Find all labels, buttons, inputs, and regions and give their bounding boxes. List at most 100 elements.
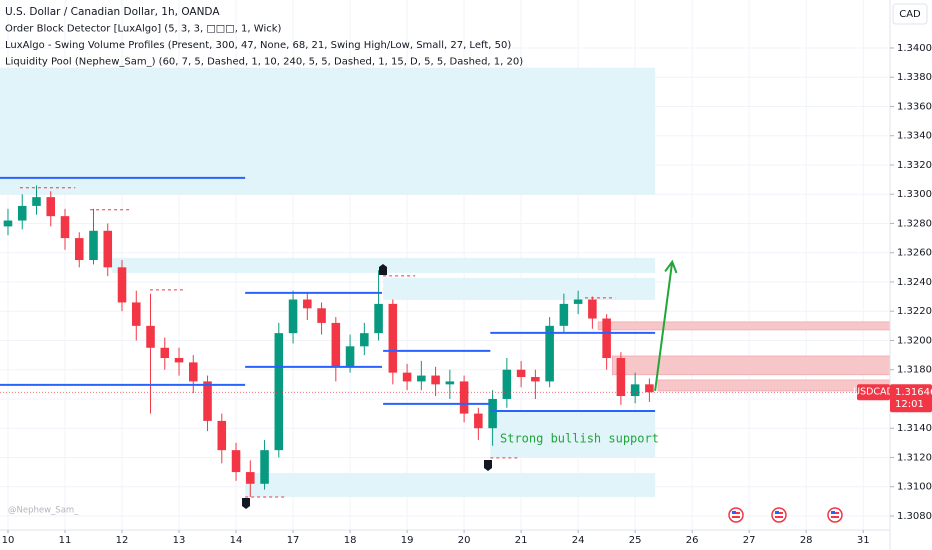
candle-body [146,325,155,348]
flag-canton [831,511,835,514]
candle-body [203,381,212,421]
y-tick-label: 1.33600 [897,101,932,112]
candle-body [160,347,170,359]
zone [383,277,656,300]
y-tick-label: 1.32200 [897,306,932,317]
candle-body [46,197,56,217]
x-tick-label: 18 [344,535,357,546]
legend-line: LuxAlgo - Swing Volume Profiles (Present… [5,40,511,51]
flag-stripe [775,516,783,518]
y-tick-label: 1.32000 [897,335,932,346]
candle-body [288,299,298,334]
candle-body [588,299,597,319]
pin-marker [379,264,387,275]
currency: CAD [899,9,921,20]
candle-body [602,318,611,359]
annotation: Strong bullish support [500,432,659,446]
candle-body [402,372,412,382]
y-tick-label: 1.31400 [897,423,932,434]
zone [245,472,656,497]
currency-box [892,3,928,25]
zone [612,355,891,376]
x-tick-label: 19 [401,535,414,546]
x-tick-label: 13 [173,535,186,546]
x-tick-label: 25 [629,535,642,546]
candle-body [303,299,312,309]
x-tick-label: 10 [2,535,15,546]
candle-body [573,299,583,304]
countdown: 12:01 [895,399,924,410]
candle-body [60,216,70,239]
legend-line: Order Block Detector [LuxAlgo] (5, 3, 3,… [5,24,282,35]
y-tick-label: 1.31000 [897,482,932,493]
candle-body [630,384,640,397]
x-tick-label: 27 [743,535,756,546]
zone [597,321,891,331]
candle-body [545,325,554,382]
price-axis [890,0,932,550]
watermark: @Nephew_Sam_ [8,506,79,516]
flag-ring [771,507,787,523]
event-flag [827,507,843,523]
y-tick-label: 1.33800 [897,72,932,83]
y-tick-label: 1.30800 [897,511,932,522]
pin-marker [484,460,492,471]
candle-body [189,362,198,382]
flag-ring [827,507,843,523]
x-tick-label: 26 [686,535,699,546]
flag-canton [732,511,736,514]
candle-body [174,358,184,363]
candle-body [246,472,255,484]
candle-body [32,197,41,206]
y-tick-label: 1.32800 [897,218,932,229]
candle-body [459,381,469,414]
flag-stripe [732,516,740,518]
candle-body [360,333,369,347]
legend-line: Liquidity Pool (Nephew_Sam_) (60, 7, 5, … [5,57,523,68]
candle-body [374,303,383,334]
y-tick-label: 1.33400 [897,131,932,142]
candle-body [616,358,626,397]
y-tick-label: 1.32400 [897,277,932,288]
candle-body [231,450,241,473]
candle-body [474,413,483,429]
candle-body [17,205,27,221]
candle-body [74,238,84,261]
flag-ring [728,507,744,523]
legend-line: U.S. Dollar / Canadian Dollar, 1h, OANDA [5,6,220,18]
y-tick-label: 1.33200 [897,160,932,171]
y-tick-label: 1.33000 [897,189,932,200]
candle-body [131,302,141,326]
flag-stripe [831,516,839,518]
y-tick-label: 1.31200 [897,452,932,463]
y-tick-label: 1.31800 [897,365,932,376]
y-tick-label: 1.34000 [897,43,932,54]
candle-body [274,333,284,451]
candle-body [89,230,98,261]
symbol-tag-text: USDCAD [853,387,894,398]
candle-body [445,381,455,385]
candle-body [645,384,654,393]
event-flag [728,507,744,523]
arrow-head [664,259,678,274]
x-tick-label: 24 [572,535,585,546]
candle-body [3,220,13,227]
price-tag [890,384,932,413]
flag-canton [775,511,779,514]
candle-body [388,303,398,373]
event-flag [771,507,787,523]
candle-body [531,377,540,382]
candle-body [516,369,526,378]
candle-body [331,322,341,367]
price-tag-text: 1.31646 [895,387,932,398]
x-tick-label: 14 [230,535,243,546]
candle-body [317,308,326,323]
x-tick-label: 21 [515,535,528,546]
zone [0,67,656,195]
candle-body [502,369,512,399]
candle-body [431,375,440,385]
candle-body [117,267,127,303]
candle-body [417,375,426,382]
x-tick-label: 31 [857,535,870,546]
